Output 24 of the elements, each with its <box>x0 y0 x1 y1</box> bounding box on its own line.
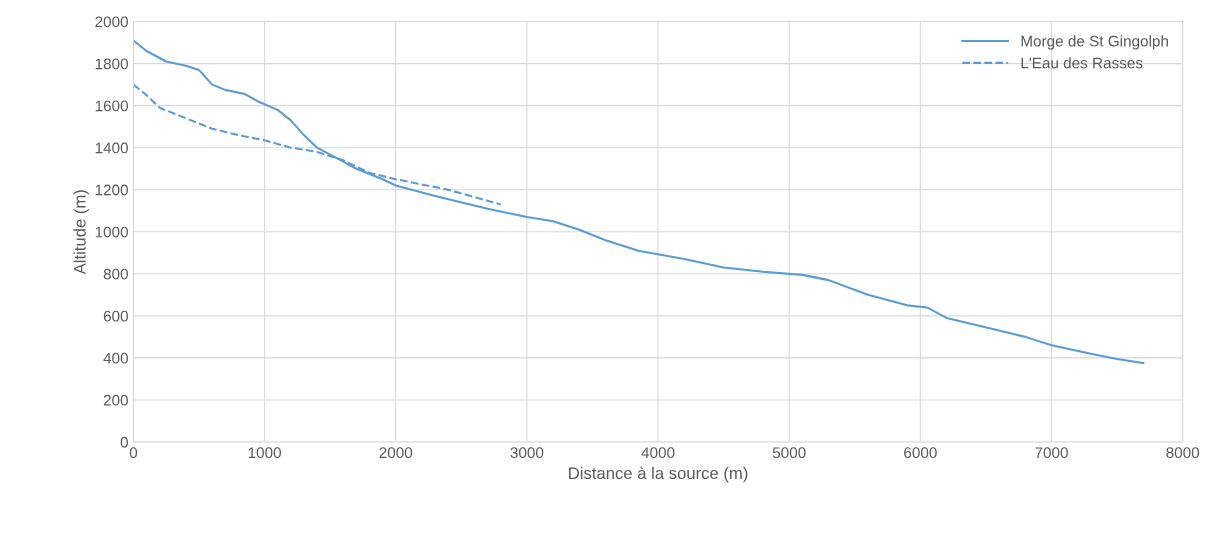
x-axis-title: Distance à la source (m) <box>569 466 748 483</box>
x-tick-label: 7000 <box>1035 447 1068 459</box>
x-tick-label: 0 <box>129 447 138 459</box>
x-tick-label: 6000 <box>904 447 937 459</box>
x-tick-label: 2000 <box>379 447 413 459</box>
y-tick-label: 600 <box>103 310 128 322</box>
y-tick-label: 200 <box>103 394 128 406</box>
x-tick-label: 3000 <box>510 447 544 459</box>
y-tick-label: 1200 <box>95 184 128 196</box>
y-tick-label: 1800 <box>95 58 128 70</box>
x-tick-label: 8000 <box>1166 447 1200 459</box>
y-tick-label: 0 <box>120 436 128 448</box>
x-tick-label: 5000 <box>772 447 806 459</box>
y-tick-label: 1400 <box>95 142 128 154</box>
y-tick-label: 1600 <box>95 100 128 112</box>
y-tick-label: 400 <box>103 352 128 364</box>
legend-label: L'Eau des Rasses <box>1021 57 1143 69</box>
x-tick-label: 1000 <box>248 447 281 459</box>
y-tick-label: 1000 <box>95 226 128 238</box>
y-tick-label: 800 <box>103 268 128 280</box>
legend-label: Morge de St Gingolph <box>1021 35 1168 50</box>
y-axis-title: Altitude (m) <box>73 190 90 275</box>
x-tick-label: 4000 <box>641 447 675 459</box>
y-tick-label: 2000 <box>95 16 128 28</box>
